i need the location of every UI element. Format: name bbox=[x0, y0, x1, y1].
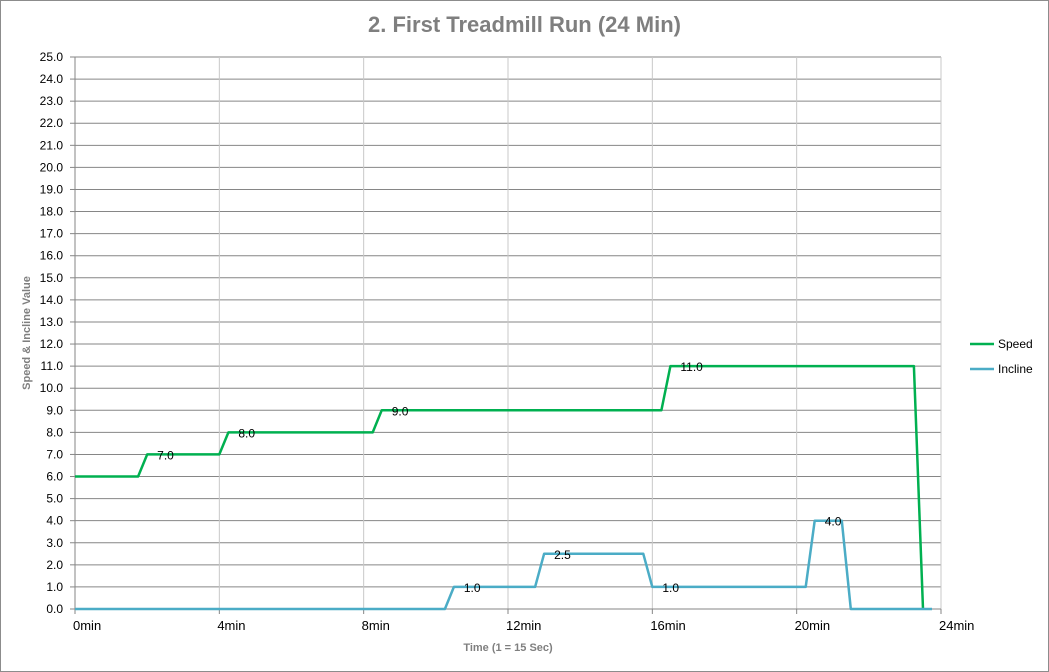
data-label-incline: 4.0 bbox=[825, 515, 842, 529]
x-tick-label: 24min bbox=[939, 618, 974, 633]
y-tick-label: 16.0 bbox=[40, 249, 64, 263]
y-tick-label: 3.0 bbox=[46, 536, 63, 550]
x-tick-label: 12min bbox=[506, 618, 541, 633]
y-tick-label: 2.0 bbox=[46, 558, 63, 572]
x-axis-title: Time (1 = 15 Sec) bbox=[463, 642, 553, 654]
data-label-incline: 1.0 bbox=[662, 581, 679, 595]
series-line-speed bbox=[75, 364, 925, 610]
legend-label-incline: Incline bbox=[998, 362, 1033, 376]
chart-title: 2. First Treadmill Run (24 Min) bbox=[368, 12, 681, 37]
legend: Speed Incline bbox=[970, 337, 1033, 376]
y-tick-label: 6.0 bbox=[46, 470, 63, 484]
y-tick-label: 15.0 bbox=[40, 271, 64, 285]
y-axis-title: Speed & Incline Value bbox=[21, 276, 33, 390]
y-tick-label: 19.0 bbox=[40, 182, 64, 196]
data-labels: 7.0 8.0 9.0 11.0 1.0 2.5 1.0 4.0 bbox=[157, 360, 842, 595]
y-tick-label: 1.0 bbox=[46, 580, 63, 594]
data-label-speed: 7.0 bbox=[157, 448, 174, 462]
data-label-incline: 2.5 bbox=[554, 548, 571, 562]
y-tick-label: 23.0 bbox=[40, 94, 64, 108]
x-tick-labels: 0min 4min 8min 12min 16min 20min 24min bbox=[73, 618, 974, 633]
y-tick-label: 25.0 bbox=[40, 50, 64, 64]
legend-label-speed: Speed bbox=[998, 337, 1033, 351]
series-lines bbox=[75, 364, 932, 611]
y-tick-label: 20.0 bbox=[40, 160, 64, 174]
y-tick-label: 9.0 bbox=[46, 403, 63, 417]
series-line-incline bbox=[75, 519, 932, 611]
data-label-speed: 9.0 bbox=[392, 404, 409, 418]
y-tick-label: 7.0 bbox=[46, 447, 63, 461]
x-tick-label: 0min bbox=[73, 618, 101, 633]
y-tick-label: 22.0 bbox=[40, 116, 64, 130]
y-tick-label: 14.0 bbox=[40, 293, 64, 307]
y-tick-label: 11.0 bbox=[41, 359, 64, 373]
x-tick-label: 8min bbox=[362, 618, 390, 633]
y-tick-label: 4.0 bbox=[46, 514, 63, 528]
y-tick-label: 12.0 bbox=[40, 337, 64, 351]
y-tick-label: 5.0 bbox=[46, 492, 63, 506]
y-tick-labels: 0.0 1.0 2.0 3.0 4.0 5.0 6.0 7.0 8.0 9.0 10.0 11.0 12… bbox=[40, 50, 64, 616]
y-tick-label: 0.0 bbox=[46, 602, 63, 616]
y-tick-label: 18.0 bbox=[40, 205, 64, 219]
y-tick-label: 8.0 bbox=[46, 425, 63, 439]
y-tick-label: 21.0 bbox=[40, 138, 64, 152]
y-tick-label: 24.0 bbox=[40, 72, 64, 86]
y-tick-label: 10.0 bbox=[40, 381, 64, 395]
data-label-speed: 11.0 bbox=[680, 360, 703, 374]
data-label-incline: 1.0 bbox=[464, 581, 481, 595]
x-tick-label: 20min bbox=[795, 618, 830, 633]
grid-lines bbox=[70, 56, 942, 614]
y-tick-label: 13.0 bbox=[40, 315, 64, 329]
y-tick-label: 17.0 bbox=[40, 227, 64, 241]
data-label-speed: 8.0 bbox=[238, 426, 255, 440]
x-tick-label: 16min bbox=[650, 618, 685, 633]
x-tick-label: 4min bbox=[217, 618, 245, 633]
